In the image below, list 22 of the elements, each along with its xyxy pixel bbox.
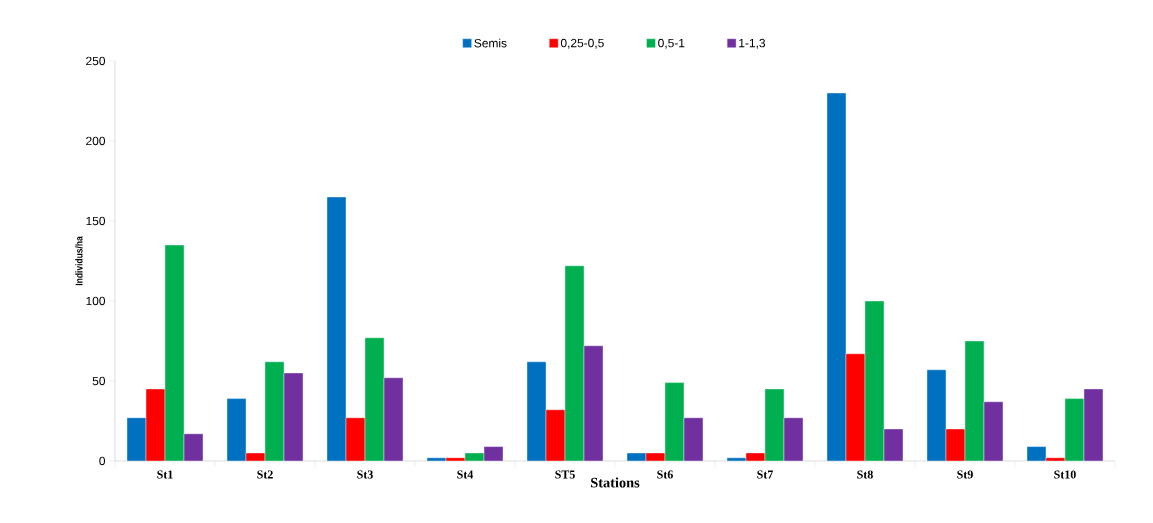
x-tick-label: St3 xyxy=(357,470,373,479)
y-tick-label: 0 xyxy=(99,456,106,466)
x-tick-label: St10 xyxy=(1054,470,1076,479)
x-tick-label: St8 xyxy=(857,470,873,479)
y-tick-label: 150 xyxy=(86,216,106,226)
legend-label: 1-1,3 xyxy=(739,38,766,49)
legend-label: 0,5-1 xyxy=(658,38,685,49)
x-tick-label: St2 xyxy=(257,470,273,479)
x-tick-label: St7 xyxy=(757,470,774,479)
y-tick-label: 100 xyxy=(86,296,106,306)
x-tick-label: St1 xyxy=(157,470,173,479)
legend-label: Semis xyxy=(474,38,507,48)
x-tick-label: ST5 xyxy=(555,470,575,479)
x-tick-label: St9 xyxy=(957,470,973,479)
legend-label: 0,25-0,5 xyxy=(560,38,604,49)
y-tick-label: 250 xyxy=(86,56,106,66)
y-tick-label: 200 xyxy=(86,136,106,146)
x-axis-title: Stations xyxy=(591,477,640,488)
y-tick-label: 50 xyxy=(92,376,106,386)
y-axis-title: Individus/ha xyxy=(75,236,83,286)
x-tick-label: St4 xyxy=(457,470,474,479)
x-tick-label: St6 xyxy=(657,470,673,479)
